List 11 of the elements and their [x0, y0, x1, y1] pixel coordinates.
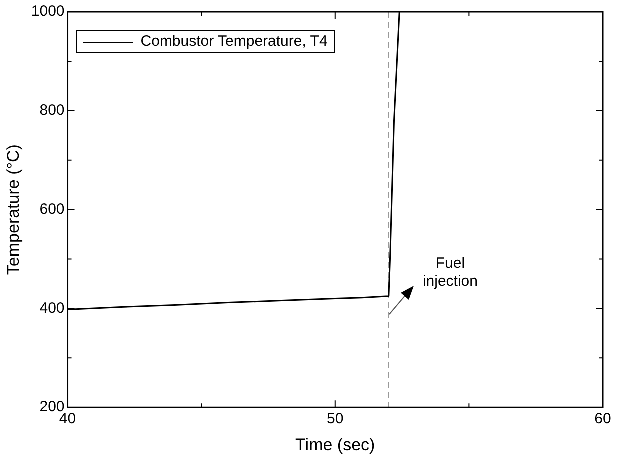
- x-tick-label: 40: [59, 410, 76, 428]
- x-tick-label: 60: [594, 410, 612, 428]
- y-tick-label: 600: [40, 200, 65, 218]
- y-axis-title: Temperature (°C): [4, 144, 23, 276]
- x-tick-label: 50: [327, 410, 344, 428]
- y-tick-label: 400: [40, 300, 65, 317]
- y-tick-label: 1000: [31, 3, 65, 20]
- legend-label: Combustor Temperature, T4: [140, 33, 328, 50]
- x-axis-title: Time (sec): [296, 435, 376, 454]
- annotation: Fuel injection: [422, 255, 478, 290]
- y-tick-label: 800: [40, 102, 65, 120]
